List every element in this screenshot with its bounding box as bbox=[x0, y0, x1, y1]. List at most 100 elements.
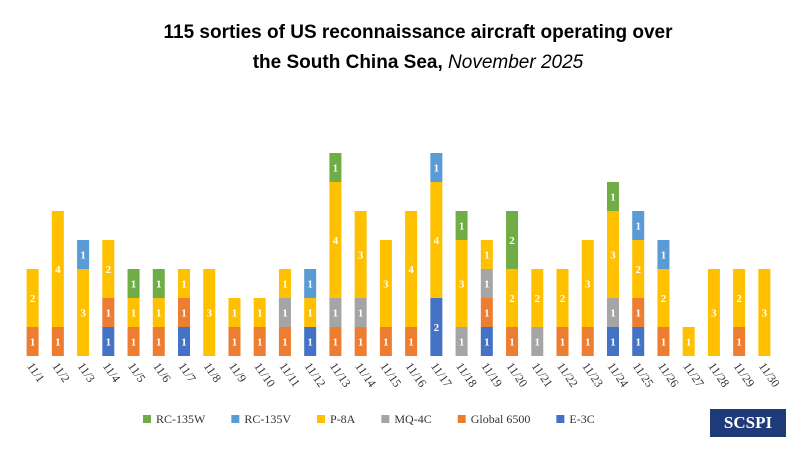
x-tick-label: 11/3 bbox=[75, 360, 98, 385]
bar-segment bbox=[354, 211, 367, 298]
bar-segment bbox=[506, 269, 519, 327]
legend-swatch bbox=[457, 415, 466, 423]
bar-segment bbox=[278, 269, 291, 298]
bar-segment bbox=[178, 269, 191, 298]
bar-segment bbox=[152, 327, 165, 356]
data-label: 1 bbox=[257, 337, 263, 349]
x-tick-label: 11/10 bbox=[251, 360, 278, 390]
bar-segment bbox=[430, 182, 443, 298]
x-tick-label: 11/30 bbox=[756, 360, 783, 390]
data-label: 2 bbox=[535, 293, 541, 305]
data-label: 1 bbox=[333, 163, 339, 175]
title-line-2: the South China Sea, bbox=[253, 52, 448, 73]
x-tick-label: 11/4 bbox=[100, 360, 123, 385]
data-label: 3 bbox=[610, 250, 616, 262]
data-label: 4 bbox=[408, 264, 414, 276]
chart-title: 115 sorties of US reconnaissance aircraf… bbox=[164, 22, 674, 43]
x-tick-label: 11/24 bbox=[605, 360, 632, 390]
bar-segment bbox=[556, 269, 569, 327]
bar-segment bbox=[354, 327, 367, 356]
bar-segment bbox=[329, 298, 342, 327]
bar-segment bbox=[405, 327, 418, 356]
x-tick-label: 11/14 bbox=[352, 360, 379, 390]
data-label: 2 bbox=[509, 293, 515, 305]
bar-segment bbox=[278, 327, 291, 356]
x-tick-label: 11/16 bbox=[403, 360, 430, 390]
x-tick-label: 11/22 bbox=[554, 360, 581, 390]
bar-segment bbox=[77, 269, 90, 356]
legend-swatch bbox=[143, 415, 151, 423]
bar-segment bbox=[455, 327, 468, 356]
bar-segment bbox=[228, 298, 241, 327]
data-label: 1 bbox=[585, 337, 591, 349]
bar-segment bbox=[253, 327, 266, 356]
bar-segment bbox=[379, 327, 392, 356]
x-tick-label: 11/11 bbox=[276, 360, 303, 390]
data-label: 2 bbox=[434, 322, 440, 334]
bar-segment bbox=[480, 298, 493, 327]
bar-segment bbox=[632, 211, 645, 240]
data-label: 1 bbox=[408, 337, 414, 349]
bar-segment bbox=[606, 327, 619, 356]
bar-segment bbox=[102, 298, 115, 327]
bar-segment bbox=[278, 298, 291, 327]
x-tick-label: 11/20 bbox=[504, 360, 531, 390]
x-tick-label: 11/26 bbox=[655, 360, 682, 390]
data-label: 2 bbox=[736, 293, 742, 305]
bar-segment bbox=[102, 240, 115, 298]
x-tick-label: 11/25 bbox=[630, 360, 657, 390]
data-label: 1 bbox=[610, 337, 616, 349]
data-label: 1 bbox=[635, 308, 641, 320]
data-label: 1 bbox=[358, 337, 364, 349]
bar-segment bbox=[506, 327, 519, 356]
data-label: 1 bbox=[535, 337, 541, 349]
data-label: 1 bbox=[661, 250, 667, 262]
bar-segment bbox=[51, 327, 64, 356]
bar-segment bbox=[354, 298, 367, 327]
bar-segment bbox=[178, 298, 191, 327]
bar-segment bbox=[606, 211, 619, 298]
bar-segment bbox=[733, 269, 746, 327]
data-label: 4 bbox=[333, 235, 339, 247]
data-label: 3 bbox=[711, 308, 717, 320]
legend-label: P-8A bbox=[330, 412, 356, 426]
bar-segment bbox=[127, 327, 140, 356]
bar-segment bbox=[102, 327, 115, 356]
data-label: 1 bbox=[282, 279, 288, 291]
data-label: 1 bbox=[131, 337, 137, 349]
data-label: 1 bbox=[560, 337, 566, 349]
bar-segment bbox=[657, 327, 670, 356]
bar-segment bbox=[26, 269, 39, 327]
bar-segment bbox=[127, 298, 140, 327]
bar-segment bbox=[707, 269, 720, 356]
x-tick-label: 11/29 bbox=[731, 360, 758, 390]
x-tick-label: 11/23 bbox=[579, 360, 606, 390]
bar-segment bbox=[506, 211, 519, 269]
x-tick-label: 11/27 bbox=[680, 360, 707, 390]
bar-segment bbox=[606, 182, 619, 211]
bar-segment bbox=[632, 298, 645, 327]
x-tick-label: 11/13 bbox=[327, 360, 354, 390]
data-label: 1 bbox=[181, 279, 187, 291]
x-tick-label: 11/21 bbox=[529, 360, 556, 390]
bar-segment bbox=[329, 182, 342, 298]
bar-segment bbox=[329, 153, 342, 182]
bar-segment bbox=[531, 269, 544, 327]
legend-label: Global 6500 bbox=[471, 412, 531, 426]
data-label: 2 bbox=[661, 293, 667, 305]
data-label: 4 bbox=[434, 235, 440, 247]
data-label: 1 bbox=[459, 337, 465, 349]
data-label: 1 bbox=[635, 221, 641, 233]
x-tick-label: 11/19 bbox=[478, 360, 505, 390]
bar-segment bbox=[455, 240, 468, 327]
data-label: 1 bbox=[333, 308, 339, 320]
legend-label: RC-135W bbox=[156, 412, 206, 426]
data-label: 1 bbox=[484, 250, 490, 262]
x-tick-label: 11/15 bbox=[377, 360, 404, 390]
bar-segment bbox=[531, 327, 544, 356]
x-tick-label: 11/2 bbox=[49, 360, 72, 385]
bar-segment bbox=[455, 211, 468, 240]
bar-segment bbox=[733, 327, 746, 356]
data-label: 1 bbox=[30, 337, 36, 349]
